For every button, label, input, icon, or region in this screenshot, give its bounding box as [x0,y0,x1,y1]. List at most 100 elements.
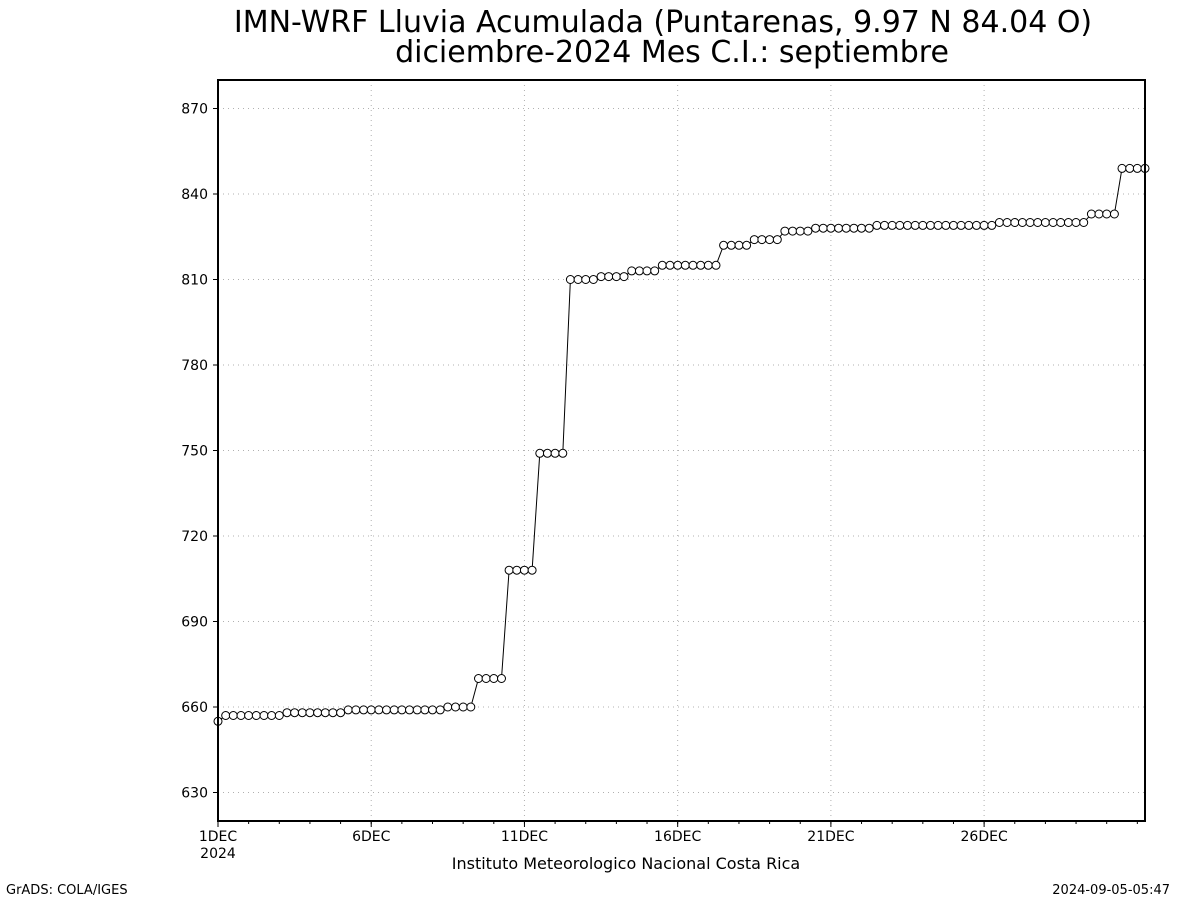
data-point [994,218,1004,227]
data-point [857,223,866,233]
data-point [826,223,836,233]
y-axis: 630 660 690 720 750 780 810 840 870 [181,102,218,802]
footer-right: 2024-09-05-05:47 [1052,883,1170,898]
data-point [688,260,698,270]
data-point [228,711,238,720]
data-point [933,220,943,230]
y-tick-label: 690 [181,615,208,631]
data-point [849,223,859,233]
data-point [803,226,813,236]
data-point [1025,218,1035,227]
data-point [926,220,935,230]
data-point [313,708,323,718]
data-point [726,240,736,250]
y-tick-label: 780 [181,358,208,374]
data-point [512,565,522,575]
data-point [1002,218,1012,227]
data-point [558,448,568,458]
data-point [1040,218,1050,227]
data-point [351,705,361,715]
data-point [1086,209,1096,219]
data-point [451,702,460,712]
data-point [389,705,399,715]
data-point [818,223,828,233]
data-point [703,260,713,270]
y-tick-label: 720 [181,529,208,545]
x-tick-sublabel: 2024 [200,846,236,862]
data-point [497,674,506,683]
data-point [956,220,966,230]
data-points [213,163,1150,726]
data-point [366,705,376,715]
data-point [611,272,621,282]
plot-frame [217,79,1146,822]
data-point [772,235,782,245]
data-point [665,260,675,270]
chart-title: IMN-WRF Lluvia Acumulada (Puntarenas, 9.… [234,5,1092,40]
data-point [1094,209,1104,219]
data-point [259,711,269,720]
data-point [895,220,905,230]
credit-text: Instituto Meteorologico Nacional Costa R… [452,854,800,873]
data-point [443,702,453,712]
data-point [887,220,897,230]
data-point [634,266,644,276]
x-tick-label: 1DEC [199,829,238,845]
data-point [428,705,437,715]
data-point [305,708,315,718]
data-point [642,266,652,276]
y-tick-label: 630 [181,786,208,802]
data-point [405,705,414,715]
data-point [949,220,958,230]
data-point [320,708,330,718]
data-point [1010,218,1020,227]
data-point [542,448,552,458]
data-point [236,711,246,720]
data-point [972,220,981,230]
data-point [596,272,606,282]
data-point [527,565,537,575]
data-point [841,223,851,233]
data-point [619,272,629,282]
data-point [987,220,997,230]
data-point [1048,218,1058,227]
data-point [918,220,928,230]
data-point [788,226,798,236]
data-point [673,260,683,270]
data-point [1056,218,1066,227]
data-point [795,226,805,236]
x-tick-label: 6DEC [352,829,391,845]
y-tick-label: 750 [181,444,208,460]
data-point [811,223,821,233]
y-tick-label: 660 [181,700,208,716]
data-point [711,260,721,270]
series-polyline [217,167,1145,722]
data-point [864,223,874,233]
data-point [504,565,514,575]
y-tick-label: 810 [181,273,208,289]
data-point [297,708,307,718]
y-tick-label: 840 [181,187,208,203]
data-point [964,220,974,230]
data-point [1125,163,1135,173]
chart-subtitle: diciembre-2024 Mes C.I.: septiembre [395,35,949,70]
data-point [359,705,369,715]
data-point [1079,218,1089,227]
data-point [680,260,690,270]
data-point [1017,218,1027,227]
data-point [1109,209,1119,219]
data-point [1102,209,1112,219]
data-point [420,705,430,715]
data-point [290,708,300,718]
data-point [657,260,667,270]
data-point [834,223,844,233]
x-tick-label: 11DEC [501,829,548,845]
data-point [780,226,790,236]
y-tick-label: 870 [181,102,208,118]
x-tick-label: 16DEC [654,829,701,845]
data-point [872,220,882,230]
data-point [382,705,391,715]
data-point [535,448,545,458]
